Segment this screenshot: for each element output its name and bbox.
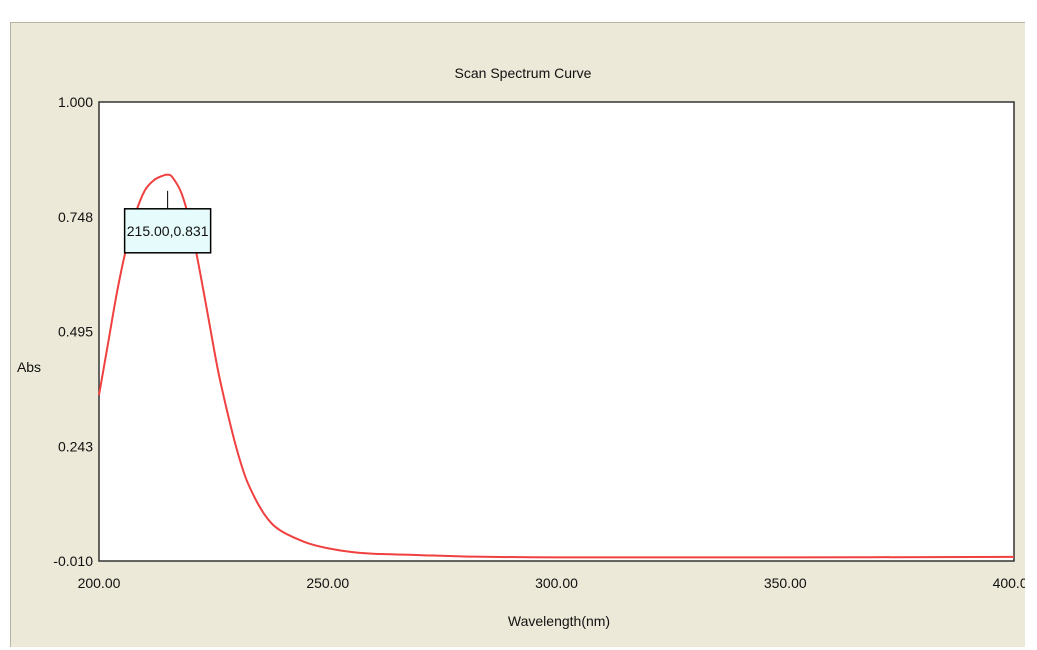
x-axis-label: Wavelength(nm)	[508, 613, 610, 629]
plot-area	[99, 102, 1014, 561]
y-tick-label: 0.243	[58, 438, 93, 454]
chart-title: Scan Spectrum Curve	[455, 65, 592, 81]
x-tick-label: 350.00	[764, 575, 807, 591]
y-tick-label: 0.495	[58, 324, 93, 340]
x-axis: 200.00 250.00 300.00 350.00 400.00	[78, 575, 1025, 591]
spectrum-chart: Scan Spectrum Curve 1.000 0.748 0.495 0.243…	[11, 23, 1025, 647]
x-tick-label: 200.00	[78, 575, 121, 591]
y-axis: 1.000 0.748 0.495 0.243 -0.010	[53, 94, 93, 569]
y-tick-label: 1.000	[58, 94, 93, 110]
y-tick-label: 0.748	[58, 209, 93, 225]
chart-panel: Scan Spectrum Curve 1.000 0.748 0.495 0.243…	[10, 22, 1025, 647]
y-tick-label: -0.010	[53, 553, 93, 569]
y-axis-label: Abs	[17, 359, 41, 375]
x-tick-label: 400.00	[993, 575, 1025, 591]
x-tick-label: 250.00	[306, 575, 349, 591]
x-tick-label: 300.00	[535, 575, 578, 591]
peak-label: 215.00,0.831	[127, 223, 209, 239]
